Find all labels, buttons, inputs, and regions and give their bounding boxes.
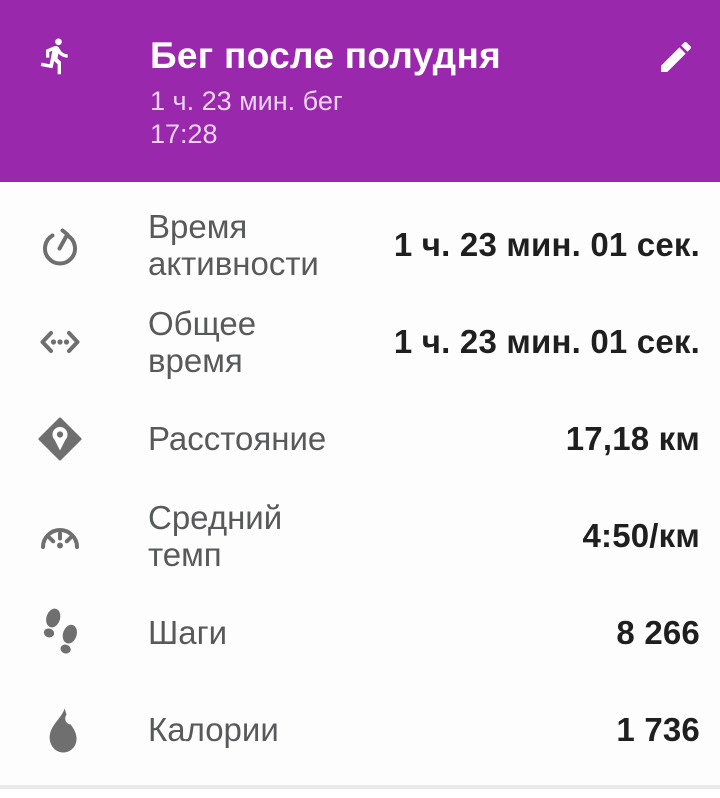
stat-value: 1 ч. 23 мин. 01 сек.: [393, 225, 700, 263]
bottom-space: [0, 789, 720, 798]
stat-row-active-time: Время активности 1 ч. 23 мин. 01 сек.: [0, 196, 720, 293]
bottom-divider: [0, 785, 720, 789]
running-person-icon: [36, 36, 76, 76]
stat-value: 17,18 км: [565, 419, 700, 457]
pencil-edit-icon: [656, 41, 696, 80]
activity-title: Бег после полудня: [150, 35, 501, 76]
activity-timer-icon: [36, 217, 84, 273]
stat-value: 1 736: [616, 710, 700, 748]
speedometer-icon: [36, 508, 84, 564]
activity-header: Бег после полудня 1 ч. 23 мин. бег 17:28: [0, 0, 720, 182]
stat-label: Общее время: [148, 304, 257, 379]
total-time-icon: [36, 314, 84, 370]
flame-icon: [36, 702, 84, 758]
stat-label: Средний темп: [148, 498, 283, 573]
distance-pin-icon: [36, 411, 84, 467]
activity-summary: 1 ч. 23 мин. бег: [150, 86, 343, 116]
stat-label: Калории: [148, 711, 279, 748]
stat-row-steps: Шаги 8 266: [0, 584, 720, 681]
edit-activity-button[interactable]: [654, 36, 698, 80]
stat-label: Расстояние: [148, 420, 327, 457]
stats-list: Время активности 1 ч. 23 мин. 01 сек. Об…: [0, 182, 720, 781]
stat-row-average-pace: Средний темп 4:50/км: [0, 487, 720, 584]
stat-label: Время активности: [148, 207, 319, 282]
stat-row-distance: Расстояние 17,18 км: [0, 390, 720, 487]
header-title-block: Бег после полудня 1 ч. 23 мин. бег 17:28: [150, 34, 654, 151]
stat-value: 4:50/км: [582, 516, 700, 554]
stat-value: 1 ч. 23 мин. 01 сек.: [393, 322, 700, 360]
stat-row-total-time: Общее время 1 ч. 23 мин. 01 сек.: [0, 293, 720, 390]
stat-value: 8 266: [616, 613, 700, 651]
stat-row-calories: Калории 1 736: [0, 681, 720, 778]
activity-start-time: 17:28: [150, 119, 218, 149]
stat-label: Шаги: [148, 614, 228, 651]
footsteps-icon: [36, 605, 84, 661]
